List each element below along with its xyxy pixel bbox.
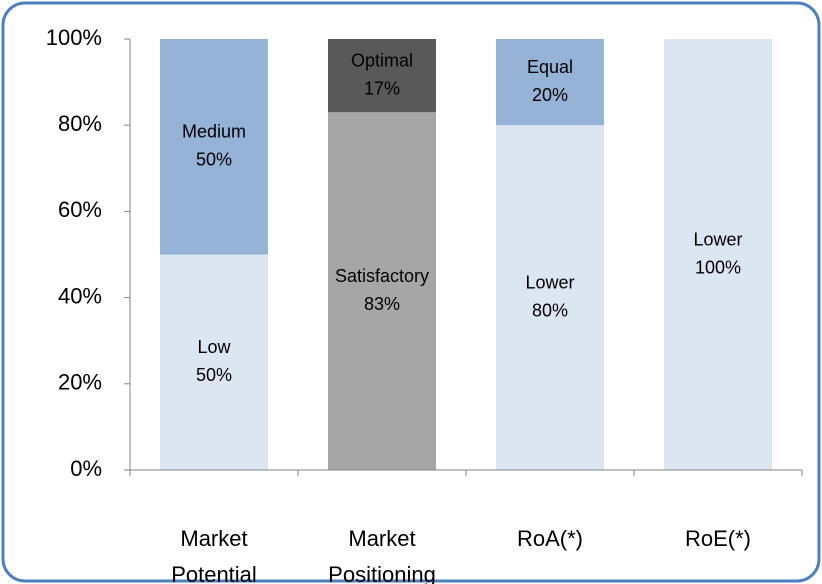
y-tick-label: 80% [58, 111, 102, 136]
segment-name: Equal [527, 57, 573, 77]
bar-segment [328, 112, 436, 471]
segment-value: 83% [364, 294, 400, 314]
y-tick-label: 100% [46, 25, 102, 50]
y-tick-label: 0% [70, 456, 102, 481]
segment-value: 80% [532, 300, 568, 320]
segment-name: Optimal [351, 50, 413, 70]
y-tick-label: 60% [58, 197, 102, 222]
segment-name: Low [197, 337, 231, 357]
x-tick-label: RoE(*) [685, 526, 751, 551]
bar-segment [160, 39, 268, 255]
segment-name: Lower [693, 229, 742, 249]
x-tick-label: Market Positioning [328, 526, 436, 584]
segment-value: 100% [695, 257, 741, 277]
segment-value: 50% [196, 150, 232, 170]
bar-segment [496, 125, 604, 470]
bar-segment [496, 39, 604, 126]
x-tick-label: Market Potential [171, 526, 257, 584]
y-tick-label: 40% [58, 283, 102, 308]
bar-segment [664, 39, 772, 470]
segment-name: Satisfactory [335, 266, 429, 286]
bar-segment [160, 254, 268, 470]
segment-name: Lower [525, 272, 574, 292]
segment-value: 17% [364, 78, 400, 98]
segment-value: 20% [532, 85, 568, 105]
segment-value: 50% [196, 365, 232, 385]
x-tick-label: RoA(*) [517, 526, 583, 551]
bar-segment [328, 39, 436, 113]
y-tick-label: 20% [58, 370, 102, 395]
segment-name: Medium [182, 122, 246, 142]
